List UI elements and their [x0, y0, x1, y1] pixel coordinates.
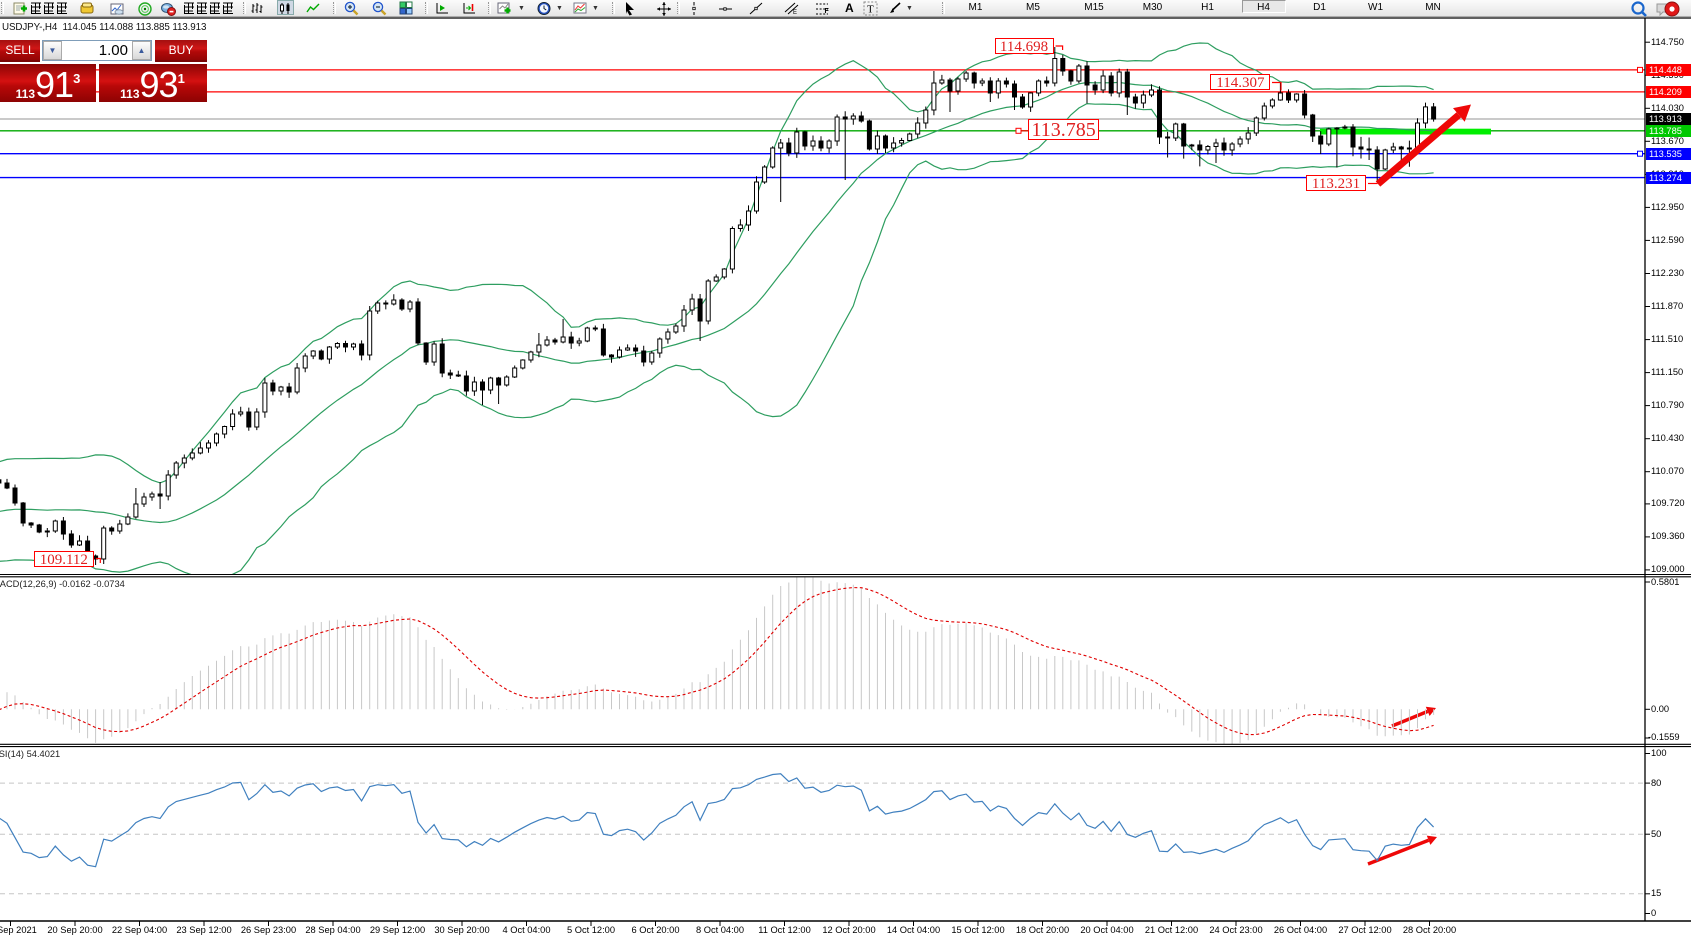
svg-text:E: E: [793, 10, 797, 16]
svg-text:F: F: [825, 8, 830, 15]
svg-text:T: T: [867, 4, 874, 16]
